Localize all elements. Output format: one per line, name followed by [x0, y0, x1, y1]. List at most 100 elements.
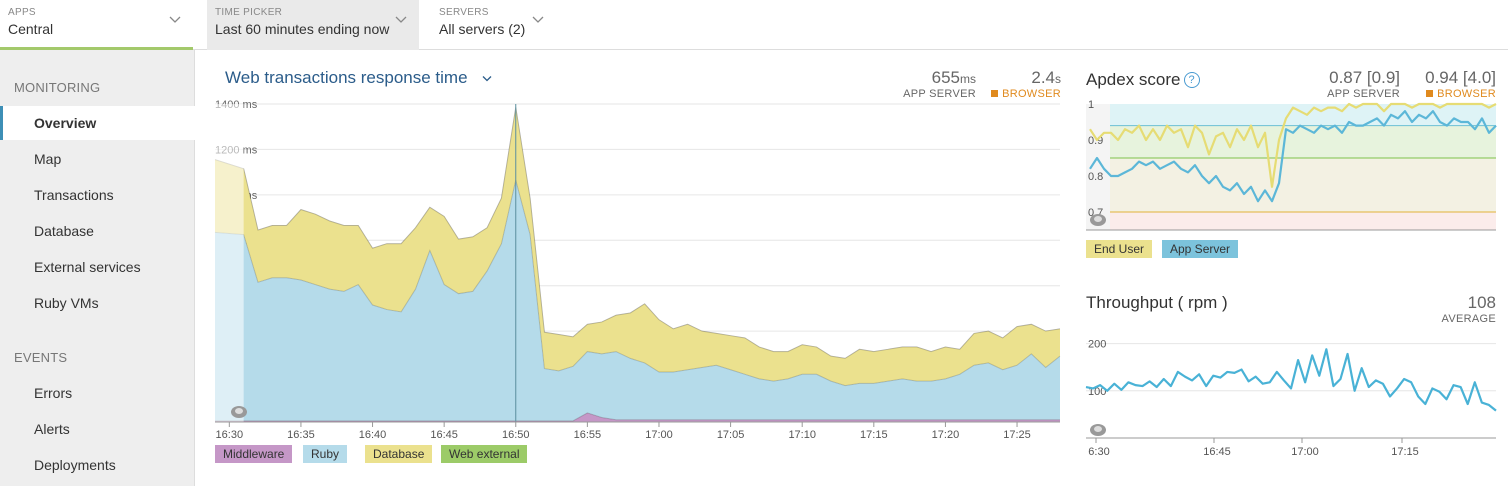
area-edge-database — [214, 107, 1061, 359]
band-good — [1110, 125, 1496, 158]
legend-middleware-label: Middleware — [223, 447, 285, 461]
area-middleware — [215, 412, 1060, 422]
legend-app-server-label: App Server — [1170, 242, 1231, 256]
chevron-down-icon — [482, 76, 492, 82]
apps-picker[interactable]: APPS Central — [0, 0, 193, 50]
chevron-down-icon — [169, 16, 181, 23]
browser-square-icon — [1426, 90, 1434, 97]
apdex-title-wrap: Apdex score? — [1086, 70, 1200, 90]
throughput-metric: 108 AVERAGE — [1442, 293, 1496, 325]
apdex-app-server-label: APP SERVER — [1327, 88, 1400, 100]
legend-ruby[interactable]: Ruby — [303, 445, 348, 463]
throughput-value: 108 — [1467, 293, 1496, 312]
apdex-browser-value: 0.94 [4.0] — [1425, 68, 1496, 87]
y-tick-label: 0.8 — [1088, 171, 1103, 183]
events-heading: EVENTS — [14, 350, 68, 365]
sidebar-item-map[interactable]: Map — [34, 151, 62, 167]
legend-end-user-label: End User — [1094, 242, 1145, 256]
throughput-label: AVERAGE — [1441, 313, 1496, 325]
area-edge-middleware — [215, 412, 1060, 422]
apdex-app-server-value: 0.87 [0.9] — [1329, 68, 1400, 87]
sidebar-item-errors[interactable]: Errors — [34, 385, 73, 401]
sidebar-item-external-services[interactable]: External services — [34, 259, 141, 275]
x-tick-label: 17:00 — [1291, 446, 1319, 458]
browser-label: BROWSER — [1002, 88, 1061, 100]
x-tick-label: 17:00 — [645, 429, 673, 441]
app-server-metric: 655ms APP SERVER — [903, 68, 976, 100]
area-edge-ruby — [214, 179, 1061, 387]
deploy-marker-icon-inner — [1094, 216, 1102, 222]
legend-database[interactable]: Database — [365, 445, 433, 463]
chart-title: Web transactions response time — [225, 68, 468, 87]
area-ruby — [215, 180, 1060, 421]
app-server-unit: ms — [960, 72, 976, 86]
apdex-browser-label: BROWSER — [1437, 88, 1496, 100]
x-tick-label: 16:55 — [574, 429, 602, 441]
area-database — [215, 107, 1060, 386]
browser-metric: 2.4s BROWSER — [991, 68, 1061, 100]
sidebar-item-alerts[interactable]: Alerts — [34, 421, 70, 437]
x-tick-label: 6:30 — [1088, 446, 1109, 458]
y-tick-label: 1 — [1088, 100, 1094, 111]
sidebar-item-database[interactable]: Database — [34, 223, 94, 239]
x-tick-label: 16:45 — [430, 429, 458, 441]
deploy-marker-icon-inner — [235, 408, 243, 414]
legend-app-server[interactable]: App Server — [1162, 240, 1239, 258]
apdex-title: Apdex score — [1086, 70, 1181, 89]
chevron-down-icon — [532, 16, 544, 23]
legend-ruby-label: Ruby — [311, 447, 340, 461]
legend-middleware[interactable]: Middleware — [215, 445, 293, 463]
line-end-user — [1089, 102, 1497, 188]
deploy-marker-icon-inner — [1094, 426, 1102, 432]
faded-region — [215, 104, 244, 422]
x-tick-label: 16:40 — [359, 429, 387, 441]
band-poor — [1110, 212, 1496, 230]
apdex-browser-metric: 0.94 [4.0] BROWSER — [1425, 68, 1496, 100]
x-tick-label: 17:15 — [860, 429, 888, 441]
x-tick-label: 16:45 — [1203, 446, 1231, 458]
line-throughput — [1085, 348, 1497, 412]
time-picker[interactable]: TIME PICKER Last 60 minutes ending now — [207, 0, 419, 50]
app-server-value: 655 — [931, 68, 960, 87]
time-picker-value: Last 60 minutes ending now — [215, 21, 390, 37]
top-bar: APPS Central TIME PICKER Last 60 minutes… — [0, 0, 1508, 50]
response-time-chart[interactable]: 1400 ms1200 ms1000 ms800 ms600 ms400 ms2… — [205, 96, 1065, 444]
time-picker-label: TIME PICKER — [215, 7, 283, 18]
band-fair — [1110, 158, 1496, 212]
legend-end-user[interactable]: End User — [1086, 240, 1153, 258]
browser-unit: s — [1055, 72, 1061, 86]
sidebar-item-ruby-vms[interactable]: Ruby VMs — [34, 295, 99, 311]
x-tick-label: 16:35 — [287, 429, 315, 441]
apps-picker-value: Central — [8, 21, 54, 37]
sidebar-item-overview[interactable]: Overview — [0, 106, 195, 140]
browser-square-icon — [991, 90, 999, 97]
chart-title-dropdown[interactable]: Web transactions response time — [225, 68, 492, 88]
x-tick-label: 16:50 — [502, 429, 530, 441]
apdex-app-server-metric: 0.87 [0.9] APP SERVER — [1327, 68, 1400, 100]
line-app-server — [1089, 110, 1497, 203]
browser-value: 2.4 — [1031, 68, 1055, 87]
x-tick-label: 17:10 — [788, 429, 816, 441]
sidebar-item-transactions[interactable]: Transactions — [34, 187, 114, 203]
legend-database-label: Database — [373, 447, 425, 461]
apps-picker-label: APPS — [8, 7, 36, 18]
servers-picker[interactable]: SERVERS All servers (2) — [431, 0, 556, 50]
app-server-label: APP SERVER — [903, 88, 976, 100]
chevron-down-icon — [395, 16, 407, 23]
throughput-title: Throughput ( rpm ) — [1086, 293, 1228, 312]
band-excellent — [1110, 104, 1496, 126]
sidebar: MONITORING Overview Map Transactions Dat… — [0, 50, 195, 486]
servers-picker-value: All servers (2) — [439, 21, 526, 37]
help-icon[interactable]: ? — [1183, 72, 1200, 88]
sidebar-item-deployments[interactable]: Deployments — [34, 457, 116, 473]
servers-picker-label: SERVERS — [439, 7, 489, 18]
monitoring-heading: MONITORING — [14, 80, 101, 95]
x-tick-label: 17:15 — [1391, 446, 1419, 458]
x-tick-label: 16:30 — [216, 429, 244, 441]
x-tick-label: 17:20 — [932, 429, 960, 441]
apdex-chart[interactable]: 10.90.80.7 — [1084, 100, 1498, 232]
x-tick-label: 17:05 — [717, 429, 745, 441]
legend-web-external-label: Web external — [449, 447, 520, 461]
legend-web-external[interactable]: Web external — [441, 445, 528, 463]
